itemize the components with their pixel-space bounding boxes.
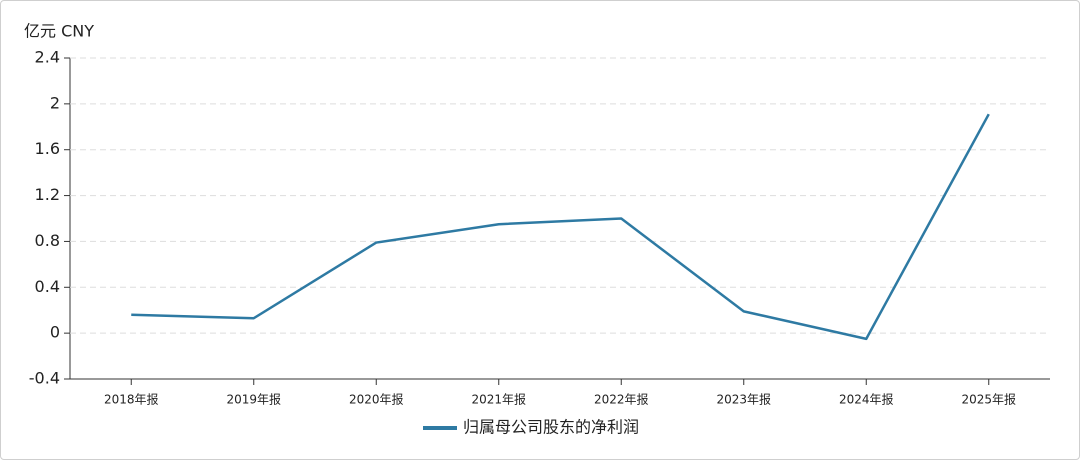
y-axis-unit: 亿元 CNY <box>24 22 94 41</box>
x-tick-label: 2022年报 <box>594 392 649 407</box>
legend-label: 归属母公司股东的净利润 <box>463 418 639 437</box>
y-tick-label: 0 <box>50 323 60 342</box>
x-tick-label: 2021年报 <box>471 392 526 407</box>
data-line <box>131 113 990 341</box>
y-tick-label: 1.2 <box>35 185 60 204</box>
y-tick-label: 0.8 <box>35 231 60 250</box>
x-tick-label: 2025年报 <box>961 392 1016 407</box>
y-tick-label: 2 <box>50 93 60 112</box>
y-tick-label: 2.4 <box>35 48 60 67</box>
y-tick-label: 0.4 <box>35 277 60 296</box>
x-tick-label: 2019年报 <box>226 392 281 407</box>
x-tick-label: 2018年报 <box>104 392 159 407</box>
x-tick-label: 2023年报 <box>716 392 771 407</box>
x-tick-label: 2024年报 <box>839 392 894 407</box>
y-tick-label: 1.6 <box>35 139 60 158</box>
y-tick-label: -0.4 <box>29 369 60 388</box>
x-tick-label: 2020年报 <box>349 392 404 407</box>
